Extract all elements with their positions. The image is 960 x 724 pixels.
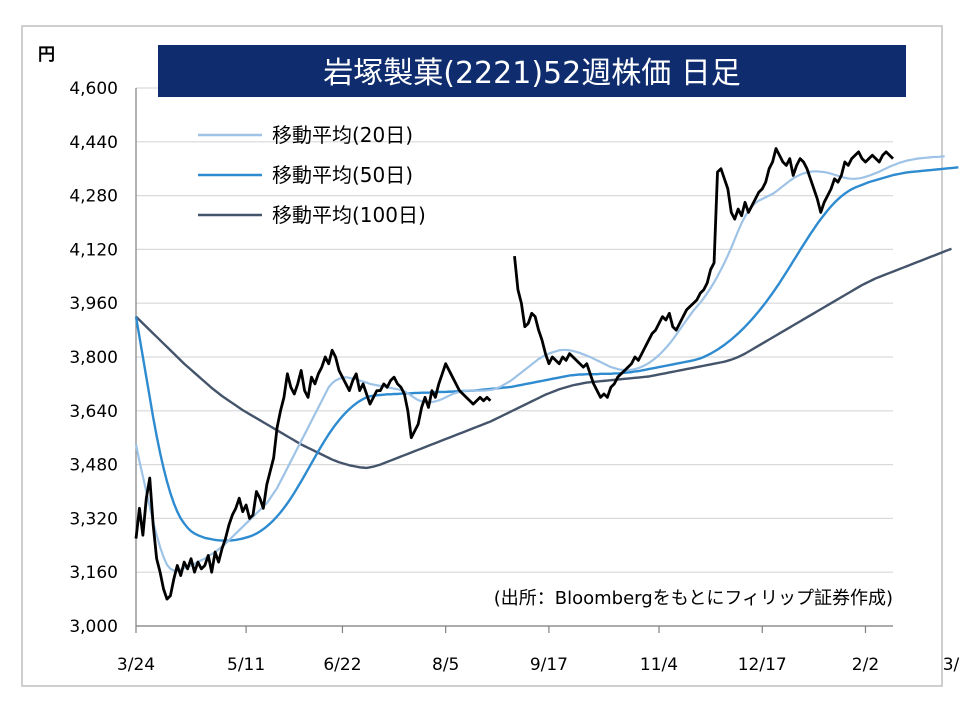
x-tick-label: 6/22 <box>323 655 361 675</box>
legend-label-ma100: 移動平均(100日) <box>272 203 426 227</box>
chart-title: 岩塚製菓(2221)52週株価 日足 <box>323 56 740 91</box>
y-tick-label: 3,000 <box>69 617 118 637</box>
y-tick-label: 4,280 <box>69 187 118 207</box>
x-tick-label: 12/17 <box>738 655 787 675</box>
y-tick-label: 3,640 <box>69 402 118 422</box>
source-note: (出所：Bloombergをもとにフィリップ証券作成) <box>494 588 893 609</box>
axes: 3,000 3,160 3,320 3,480 3,640 3,800 3,960 4,120… <box>69 79 960 675</box>
y-tick-label: 4,120 <box>69 240 118 260</box>
outer-border <box>21 25 943 687</box>
x-tick-label: 11/4 <box>640 655 678 675</box>
x-tick-label: 8/5 <box>432 655 459 675</box>
y-tick-label: 3,160 <box>69 563 118 583</box>
y-tick-label: 4,440 <box>69 133 118 153</box>
y-tick-label: 3,800 <box>69 348 118 368</box>
x-tick-label: 3/18 <box>943 655 960 675</box>
legend-label-ma20: 移動平均(20日) <box>272 123 413 147</box>
series-line-price <box>134 147 894 601</box>
x-tick-label: 9/17 <box>530 655 568 675</box>
legend-label-ma50: 移動平均(50日) <box>272 163 413 187</box>
legend: 移動平均(20日) 移動平均(50日) 移動平均(100日) <box>198 123 426 227</box>
y-tick-label: 3,480 <box>69 456 118 476</box>
y-tick-label: 3,960 <box>69 294 118 314</box>
x-tick-label: 2/2 <box>852 655 879 675</box>
title-banner <box>158 45 906 97</box>
x-tick-label: 5/11 <box>227 655 265 675</box>
y-unit-label: 円 <box>38 45 55 65</box>
x-tick-label: 3/24 <box>117 655 155 675</box>
y-tick-label: 4,600 <box>69 79 118 99</box>
series-line-ma20 <box>134 155 945 572</box>
series-line-ma100 <box>135 247 952 470</box>
series-lines <box>134 147 959 601</box>
series-line-ma50 <box>134 166 959 542</box>
y-tick-label: 3,320 <box>69 509 118 529</box>
